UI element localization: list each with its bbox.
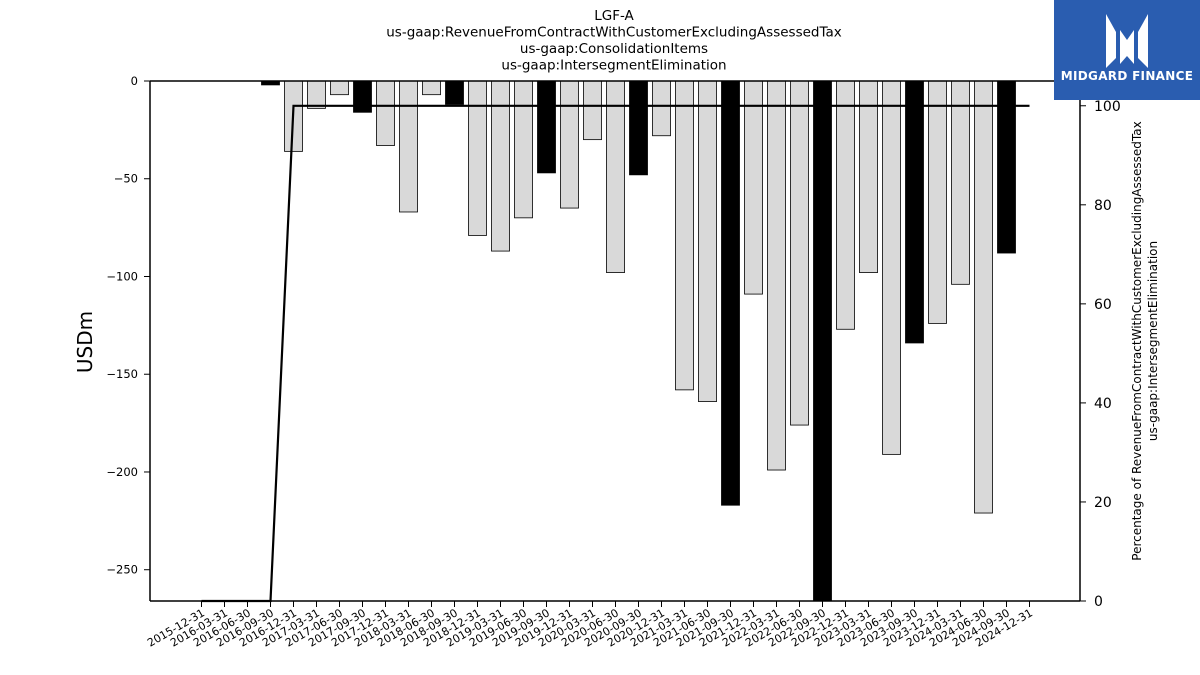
- bar-2021-06-30: [698, 80, 717, 403]
- bar-2017-06-30: [330, 80, 349, 96]
- y2-axis-label: Percentage of RevenueFromContractWithCus…: [1130, 121, 1160, 560]
- bar-2023-09-30: [905, 80, 924, 344]
- bar-2019-06-30: [514, 80, 533, 219]
- y2-tick-label: 40: [1094, 396, 1112, 412]
- percentage-line: [201, 104, 1030, 603]
- bar-2019-12-31: [560, 80, 579, 209]
- bar-2017-03-31: [307, 80, 326, 109]
- y-axis-ticks: 0 −50 −100 −150 −200 −250: [106, 74, 150, 577]
- bar-2020-09-30: [629, 80, 648, 176]
- bar-2021-09-30: [721, 80, 740, 506]
- logo-mark-icon: [1106, 14, 1148, 68]
- y-tick-label: −50: [114, 172, 138, 186]
- bar-2020-12-31: [652, 80, 671, 137]
- bar-2024-06-30: [974, 80, 993, 514]
- bar-2020-03-31: [583, 80, 602, 141]
- chart-title-line-3: us-gaap:IntersegmentElimination: [501, 58, 726, 74]
- bar-2018-06-30: [422, 80, 441, 96]
- chart-title: LGF-Aus-gaap:RevenueFromContractWithCust…: [386, 8, 842, 74]
- bar-2023-03-31: [859, 80, 878, 273]
- chart-title-line-0: LGF-A: [594, 8, 634, 24]
- bar-2021-03-31: [675, 80, 694, 391]
- y2-axis-label-line-1: us-gaap:IntersegmentElimination: [1146, 241, 1160, 441]
- x-axis-ticks: 2015-12-312016-03-312016-06-302016-09-30…: [145, 601, 1035, 650]
- y2-tick-label: 60: [1094, 297, 1112, 313]
- y-tick-label: 0: [131, 74, 138, 88]
- y2-tick-label: 20: [1094, 495, 1112, 511]
- y-tick-label: −150: [106, 367, 138, 381]
- bar-2022-12-31: [836, 80, 855, 330]
- bar-2022-09-30: [813, 80, 832, 602]
- y2-axis-label-line-0: Percentage of RevenueFromContractWithCus…: [1130, 121, 1144, 560]
- chart-title-line-1: us-gaap:RevenueFromContractWithCustomerE…: [386, 25, 842, 41]
- logo-text: MIDGARD FINANCE: [1060, 69, 1194, 83]
- y-tick-label: −250: [106, 563, 138, 577]
- bar-2022-03-31: [767, 80, 786, 471]
- y-tick-label: −100: [106, 269, 138, 283]
- bar-2022-06-30: [790, 80, 809, 426]
- bar-2018-03-31: [399, 80, 418, 213]
- bar-2021-12-31: [744, 80, 763, 295]
- y-tick-label: −200: [106, 465, 138, 479]
- y2-axis-ticks: 0 20 40 60 80 100: [1080, 99, 1121, 610]
- bar-2017-09-30: [353, 80, 372, 113]
- bar-2023-06-30: [882, 80, 901, 455]
- y2-tick-label: 100: [1094, 99, 1121, 115]
- bar-2020-06-30: [606, 80, 625, 273]
- bar-2024-03-31: [951, 80, 970, 285]
- brand-logo: MIDGARD FINANCE: [1054, 0, 1200, 100]
- bar-2023-12-31: [928, 80, 947, 324]
- y2-tick-label: 0: [1094, 594, 1103, 610]
- bar-2019-09-30: [537, 80, 556, 174]
- bar-2018-09-30: [445, 80, 464, 105]
- y2-tick-label: 80: [1094, 198, 1112, 214]
- bar-2018-12-31: [468, 80, 487, 236]
- bar-2017-12-31: [376, 80, 395, 146]
- bars: [261, 80, 1016, 602]
- y-axis-label: USDm: [73, 311, 97, 373]
- chart-title-line-2: us-gaap:ConsolidationItems: [520, 41, 708, 57]
